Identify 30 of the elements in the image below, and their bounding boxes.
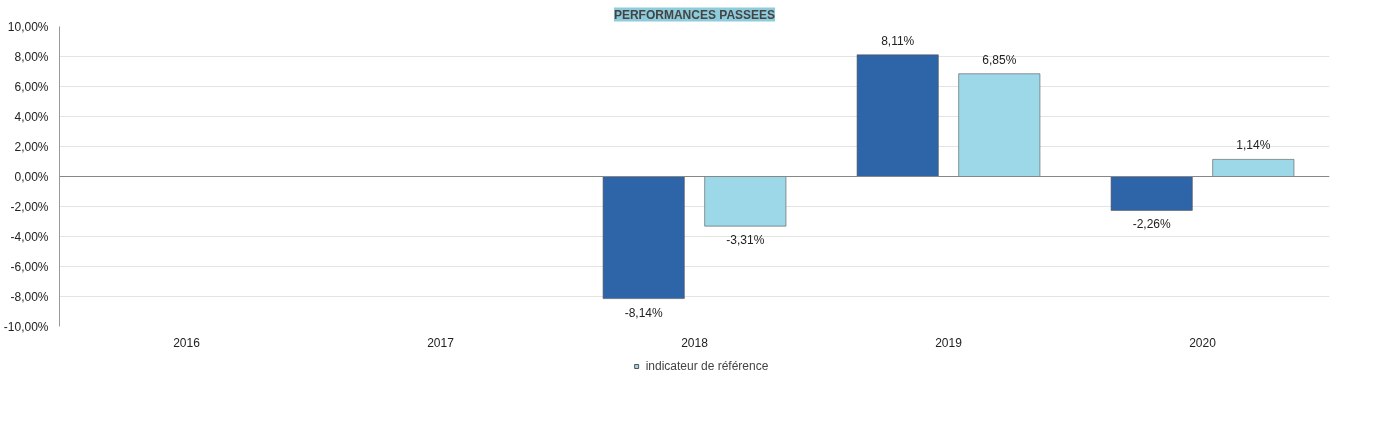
y-tick-label: 4,00%	[14, 109, 49, 124]
y-tick-label: 2,00%	[14, 139, 49, 154]
y-tick-label: 10,00%	[7, 19, 49, 34]
y-tick-label: 6,00%	[14, 79, 49, 94]
x-tick-label: 2017	[427, 335, 455, 350]
legend-label: indicateur de référence	[645, 359, 769, 373]
data-label: 1,14%	[1236, 138, 1271, 153]
y-tick-label: 0,00%	[14, 169, 49, 184]
y-tick-label: -2,00%	[10, 199, 49, 214]
x-tick-label: 2020	[1189, 335, 1217, 350]
y-tick-label: -6,00%	[10, 259, 49, 274]
bar	[602, 176, 685, 299]
y-tick-label: -4,00%	[10, 229, 49, 244]
bar	[856, 54, 939, 177]
bar	[958, 73, 1041, 177]
data-label: 6,85%	[982, 52, 1017, 67]
bar	[704, 176, 787, 227]
x-tick-label: 2016	[173, 335, 201, 350]
chart-title: PERFORMANCES PASSEES	[613, 7, 776, 22]
x-tick-label: 2018	[681, 335, 709, 350]
bar	[1212, 159, 1295, 177]
x-tick-label: 2019	[935, 335, 963, 350]
data-label: -2,26%	[1132, 217, 1172, 232]
y-tick-label: 8,00%	[14, 49, 49, 64]
data-label: -3,31%	[726, 233, 765, 248]
bar	[1110, 176, 1193, 211]
data-label: 8,11%	[881, 33, 915, 48]
y-tick-label: -8,00%	[10, 289, 49, 304]
data-label: -8,14%	[624, 305, 664, 320]
y-tick-label: -10,00%	[3, 319, 49, 334]
